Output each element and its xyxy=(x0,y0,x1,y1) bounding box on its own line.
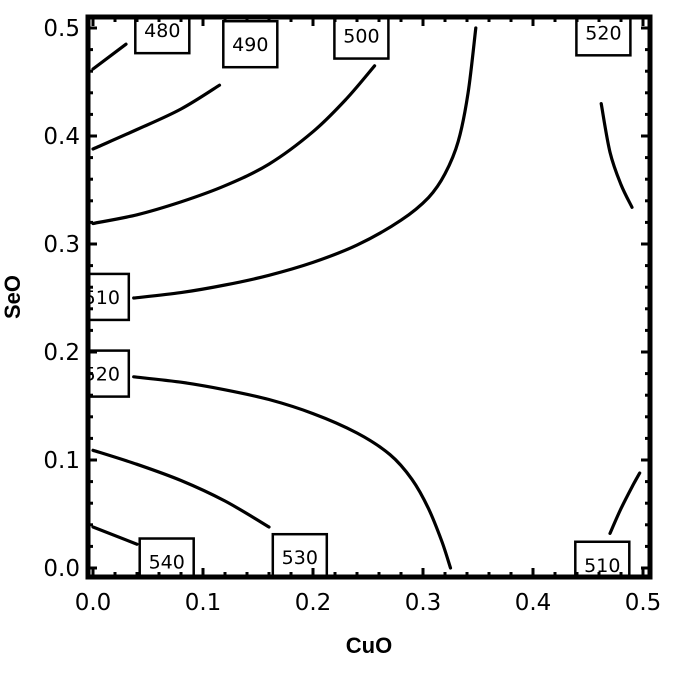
contour-label-510-3: 510 xyxy=(84,272,131,322)
contour-label-text: 520 xyxy=(585,22,621,44)
contour-label-490-1: 490 xyxy=(222,19,279,69)
x-tick-label: 0.4 xyxy=(515,590,552,616)
contour-label-530-5: 530 xyxy=(271,532,329,577)
contour-label-box xyxy=(574,540,631,577)
x-axis-title: CuO xyxy=(346,633,392,658)
y-tick-label: 0.1 xyxy=(43,448,80,474)
contour-lines-layer xyxy=(91,26,642,570)
contour-label-text: 510 xyxy=(84,287,120,309)
contour-label-box xyxy=(333,17,390,60)
contour-line-490-1 xyxy=(91,83,222,151)
contour-label-480-0: 480 xyxy=(134,17,191,55)
contour-label-text: 480 xyxy=(144,20,180,42)
y-tick-label: 0.0 xyxy=(43,556,80,582)
contour-label-text: 520 xyxy=(84,364,120,386)
contour-label-text: 530 xyxy=(282,547,318,569)
contour-label-box xyxy=(222,19,279,69)
contour-label-text: 510 xyxy=(584,555,620,577)
contour-label-box xyxy=(88,272,131,322)
contour-label-box xyxy=(575,17,632,57)
contour-label-box xyxy=(134,17,191,55)
x-tick-label: 0.3 xyxy=(405,590,442,616)
contour-label-510-8: 510 xyxy=(574,540,631,577)
contour-label-box xyxy=(138,537,195,577)
contour-label-520-4: 520 xyxy=(84,349,131,398)
contour-label-540-6: 540 xyxy=(138,537,195,577)
tick-labels-layer: 0.0 0.1 0.2 0.3 0.4 0.5 0.0 0.1 0.2 0.3 0.4 0.5 xyxy=(43,16,661,616)
contour-line-510-3 xyxy=(132,26,478,300)
y-tick-label: 0.5 xyxy=(43,16,80,42)
contour-label-box xyxy=(271,532,329,577)
contour-line-480-0 xyxy=(91,42,128,71)
contour-label-text: 490 xyxy=(232,34,268,56)
contour-label-text: 540 xyxy=(149,552,185,574)
contour-label-500-2: 500 xyxy=(333,17,390,60)
y-tick-label: 0.4 xyxy=(43,124,80,150)
contour-line-530-5 xyxy=(91,448,271,529)
plot-frame xyxy=(85,14,653,580)
contour-label-box xyxy=(88,349,131,398)
contour-line-520-7 xyxy=(599,102,634,209)
contour-line-500-2 xyxy=(91,64,377,226)
axis-ticks-layer xyxy=(88,17,650,577)
y-axis-title: SeO xyxy=(0,275,25,319)
contour-label-520-7: 520 xyxy=(575,17,632,57)
x-tick-label: 0.2 xyxy=(295,590,332,616)
y-tick-label: 0.2 xyxy=(43,340,80,366)
x-tick-label: 0.5 xyxy=(625,590,662,616)
x-tick-label: 0.0 xyxy=(75,590,112,616)
contour-line-520-4 xyxy=(132,375,453,570)
contour-label-text: 500 xyxy=(343,26,379,48)
x-tick-label: 0.1 xyxy=(185,590,222,616)
contour-line-540-6 xyxy=(91,525,139,546)
contour-line-510-8 xyxy=(608,471,642,535)
contour-labels-layer: 480 490 500 510 520 530 540 520 510 xyxy=(84,17,632,577)
y-tick-label: 0.3 xyxy=(43,232,80,258)
